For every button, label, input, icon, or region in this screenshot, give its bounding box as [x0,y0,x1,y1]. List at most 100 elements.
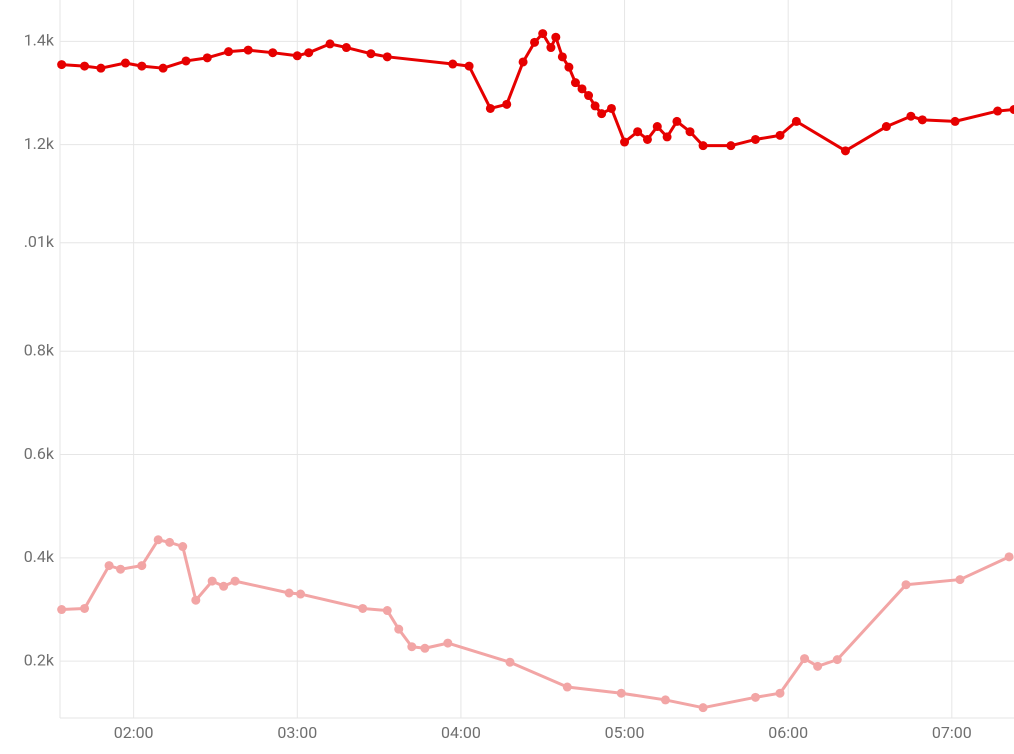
series-upper-marker [546,43,555,52]
series-upper-marker [551,33,560,42]
time-series-chart: 0.2k 0.4k 0.6k 0.8k .01k 1.2k 1.4k 02:00 03:00 04… [0,0,1014,754]
series-upper-marker [841,146,850,155]
series-upper-marker [502,100,511,109]
series-lower-marker [563,683,572,692]
series-lower-marker [1005,552,1014,561]
series-lower-marker [80,604,89,613]
series-upper-marker [448,60,457,69]
series-upper-marker [571,78,580,87]
series-lower-marker [358,604,367,613]
series-lower-marker [296,590,305,599]
y-tick-label: 1.4k [24,31,55,50]
series-upper-marker [530,38,539,47]
series-upper-marker [633,127,642,136]
series-upper-marker [486,104,495,113]
series-lower-marker [617,689,626,698]
x-tick-label: 06:00 [768,723,808,742]
series-lower-marker [137,561,146,570]
series-lower-marker [178,542,187,551]
series-upper-marker [776,131,785,140]
series-upper-marker [203,53,212,62]
series-lower-marker [394,625,403,634]
series-upper-marker [993,107,1002,116]
series-upper-marker [182,56,191,65]
series-upper-marker [57,60,66,69]
series-lower-marker [231,577,240,586]
series-upper-marker [918,115,927,124]
series-lower-marker [813,662,822,671]
series-lower-marker [443,639,452,648]
chart-svg: 0.2k 0.4k 0.6k 0.8k .01k 1.2k 1.4k 02:00 03:00 04… [0,0,1014,754]
series-upper-marker [726,141,735,150]
series-upper-marker [643,135,652,144]
series-upper-marker [519,57,528,66]
series-upper-marker [951,117,960,126]
x-tick-label: 05:00 [605,723,645,742]
series-upper-marker [80,62,89,71]
y-tick-label: 0.2k [24,650,55,669]
series-upper-marker [906,112,915,121]
series-upper-marker [224,47,233,56]
series-upper-marker [751,135,760,144]
y-tick-label: 0.8k [24,340,55,359]
x-tick-label: 03:00 [277,723,317,742]
series-lower-marker [191,596,200,605]
series-upper-marker [304,48,313,57]
series-upper-marker [293,51,302,60]
series-upper-marker [584,91,593,100]
series-upper-marker [653,122,662,131]
series-lower-marker [902,580,911,589]
x-tick-label: 07:00 [932,723,972,742]
series-upper-marker [663,132,672,141]
series-lower-marker [383,606,392,615]
series-upper-marker [244,46,253,55]
x-tick-label: 04:00 [441,723,481,742]
series-lower-marker [776,689,785,698]
y-tick-label: .01k [24,232,55,251]
series-lower-marker [208,577,217,586]
series-lower-marker [165,538,174,547]
series-upper-marker [121,59,130,68]
series-lower-marker [699,703,708,712]
series-upper-marker [326,39,335,48]
series-upper-marker [465,62,474,71]
series-upper-marker [564,63,573,72]
y-tick-label: 0.4k [24,547,55,566]
series-lower-marker [661,695,670,704]
series-upper-marker [366,49,375,58]
y-tick-label: 1.2k [24,134,55,153]
series-upper-marker [607,104,616,113]
y-tick-label: 0.6k [24,444,55,463]
series-lower-marker [219,582,228,591]
series-upper-marker [699,141,708,150]
series-upper-marker [383,52,392,61]
series-lower-marker [506,658,515,667]
series-lower-marker [154,535,163,544]
series-upper-marker [620,138,629,147]
series-lower-marker [751,693,760,702]
series-upper-marker [792,117,801,126]
series-lower-marker [956,575,965,584]
series-upper-marker [538,29,547,38]
series-upper-marker [558,52,567,61]
x-tick-label: 02:00 [114,723,154,742]
series-lower-marker [105,561,114,570]
series-upper-marker [597,109,606,118]
series-upper-marker [672,117,681,126]
series-lower-marker [833,655,842,664]
series-lower-marker [116,565,125,574]
series-upper-marker [159,64,168,73]
series-upper-marker [268,48,277,57]
series-upper-marker [96,64,105,73]
series-lower-marker [800,654,809,663]
series-lower-marker [285,588,294,597]
series-upper-marker [882,122,891,131]
series-upper-marker [342,43,351,52]
series-lower-marker [420,644,429,653]
series-upper-marker [591,101,600,110]
series-upper-marker [578,84,587,93]
series-upper-marker [137,62,146,71]
series-lower-marker [407,642,416,651]
series-lower-marker [57,605,66,614]
series-upper-marker [686,127,695,136]
